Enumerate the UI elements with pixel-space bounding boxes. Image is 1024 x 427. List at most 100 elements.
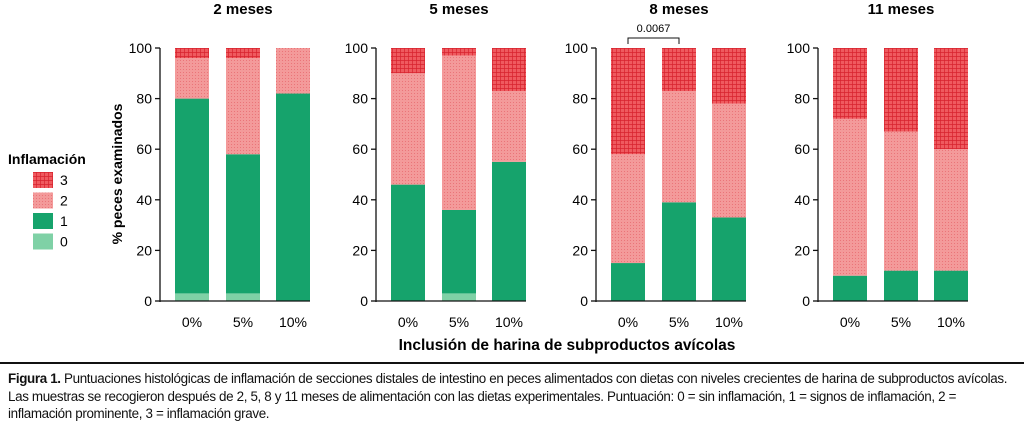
p-value-label: 0.0067 [637, 23, 671, 35]
bar-segment-score-3 [175, 48, 209, 59]
panel-title: 2 meses [213, 1, 272, 18]
legend-label-2: 2 [60, 193, 68, 209]
y-tick-label: 60 [352, 141, 368, 157]
panel-title: 11 meses [868, 1, 935, 18]
bar-segment-score-2 [833, 118, 867, 276]
bar-segment-score-1 [611, 263, 645, 301]
y-tick-label: 40 [572, 192, 588, 208]
bar-segment-score-3 [712, 48, 746, 104]
x-tick-label: 5% [449, 314, 469, 330]
bar-segment-score-2 [492, 91, 526, 162]
x-tick-label: 5% [891, 314, 911, 330]
bar-segment-score-1 [712, 217, 746, 301]
x-axis-label: Inclusión de harina de subproductos avíc… [399, 337, 736, 354]
y-tick-label: 80 [572, 91, 588, 107]
legend-title: Inflamación [8, 151, 86, 167]
bar-segment-score-2 [276, 48, 310, 94]
caption-label: Figura 1. [8, 371, 61, 386]
x-tick-label: 0% [398, 314, 418, 330]
y-tick-label: 0 [580, 293, 588, 309]
y-tick-label: 100 [565, 40, 589, 56]
panel-2-meses: 2 meses 0% 5% 10% 0 20 40 60 80 100 [129, 1, 310, 330]
panel-8-meses: 8 meses 0% 5% 10% 0 20 40 60 80 100 0.0067 [565, 1, 746, 330]
bar-segment-score-3 [391, 48, 425, 74]
x-tick-label: 0% [182, 314, 202, 330]
y-tick-label: 0 [360, 293, 368, 309]
bar-segment-score-3 [492, 48, 526, 92]
legend-label-0: 0 [60, 234, 68, 250]
bar-segment-score-1 [662, 202, 696, 301]
x-tick-label: 10% [279, 314, 307, 330]
bar-segment-score-1 [934, 270, 968, 301]
y-tick-label: 60 [794, 141, 810, 157]
bar-segment-score-0 [226, 293, 260, 301]
legend-swatch-2 [33, 192, 53, 209]
bar-segment-score-1 [884, 270, 918, 301]
bar-segment-score-3 [226, 48, 260, 59]
bar-segment-score-3 [662, 48, 696, 92]
y-tick-label: 0 [802, 293, 810, 309]
y-tick-label: 80 [352, 91, 368, 107]
bar-segment-score-3 [833, 48, 867, 119]
bar-segment-score-2 [884, 131, 918, 271]
caption-divider [0, 362, 1024, 364]
y-tick-label: 60 [572, 141, 588, 157]
figure-caption: Figura 1. Puntuaciones histológicas de i… [8, 370, 1016, 423]
bar-segment-score-3 [611, 48, 645, 155]
bar-segment-score-1 [391, 184, 425, 301]
bar-segment-score-2 [662, 91, 696, 203]
bar-segment-score-2 [712, 103, 746, 218]
y-tick-label: 20 [136, 242, 152, 258]
x-tick-label: 10% [715, 314, 743, 330]
y-tick-label: 40 [352, 192, 368, 208]
caption-text: Puntuaciones histológicas de inflamación… [8, 371, 1008, 422]
panel-11-meses: 11 meses 0% 5% 10% 0 20 40 60 80 100 [787, 1, 968, 330]
bar-segment-score-0 [175, 293, 209, 301]
y-tick-label: 40 [136, 192, 152, 208]
y-tick-label: 20 [352, 242, 368, 258]
y-tick-label: 0 [144, 293, 152, 309]
bar-segment-score-1 [492, 161, 526, 301]
legend-label-1: 1 [60, 213, 68, 229]
legend: Inflamación 3 2 1 0 [8, 151, 86, 250]
panel-title: 8 meses [649, 1, 708, 18]
bar-segment-score-1 [226, 154, 260, 294]
bar-segment-score-0 [442, 293, 476, 301]
bar-segment-score-2 [391, 73, 425, 185]
bar-segment-score-1 [276, 93, 310, 301]
y-tick-label: 20 [572, 242, 588, 258]
x-tick-label: 10% [495, 314, 523, 330]
bar-segment-score-2 [934, 149, 968, 271]
y-tick-label: 100 [787, 40, 811, 56]
chart-panels: 2 meses 0% 5% 10% 0 20 40 60 80 100 5 meses 0% 5% 10%… [129, 1, 968, 330]
legend-swatch-0 [33, 233, 53, 250]
panel-5-meses: 5 meses 0% 5% 10% 0 20 40 60 80 100 [345, 1, 526, 330]
bar-segment-score-1 [175, 98, 209, 294]
bar-segment-score-3 [934, 48, 968, 150]
panel-title: 5 meses [429, 1, 488, 18]
legend-label-3: 3 [60, 172, 68, 188]
significance-bracket [627, 37, 680, 44]
y-tick-label: 80 [136, 91, 152, 107]
y-tick-label: 80 [794, 91, 810, 107]
bar-segment-score-2 [442, 55, 476, 210]
y-axis-label: % peces examinados [109, 103, 125, 244]
x-tick-label: 5% [669, 314, 689, 330]
bar-segment-score-2 [175, 58, 209, 99]
x-tick-label: 10% [937, 314, 965, 330]
bar-segment-score-3 [442, 48, 476, 56]
bar-segment-score-1 [442, 209, 476, 294]
bar-segment-score-2 [226, 58, 260, 155]
legend-swatch-1 [33, 213, 53, 229]
y-tick-label: 20 [794, 242, 810, 258]
bar-segment-score-1 [833, 275, 867, 301]
bar-segment-score-2 [611, 154, 645, 264]
x-tick-label: 0% [618, 314, 638, 330]
x-tick-label: 5% [233, 314, 253, 330]
y-tick-label: 60 [136, 141, 152, 157]
y-tick-label: 100 [129, 40, 153, 56]
y-tick-label: 100 [345, 40, 369, 56]
y-tick-label: 40 [794, 192, 810, 208]
x-tick-label: 0% [840, 314, 860, 330]
